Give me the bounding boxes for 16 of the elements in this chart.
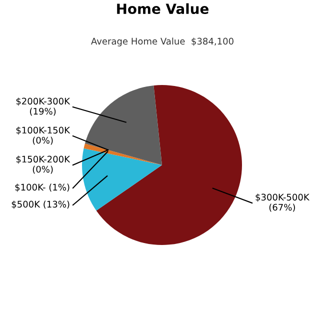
slice-label: $100K- (1%) <box>15 184 70 192</box>
pie-slice <box>96 85 242 245</box>
slice-label: $200K-300K <box>16 98 70 106</box>
text: (0%) <box>32 136 53 145</box>
data-label: (19%) <box>30 108 56 116</box>
category-label: $100K-150K <box>16 126 70 135</box>
pie-slice <box>84 143 162 165</box>
slice-label: $500K (13%) <box>12 200 70 209</box>
chart-title: Home Value <box>117 3 208 14</box>
legend-label: $150K-200K <box>16 156 70 164</box>
data-label: (67%) <box>269 204 295 212</box>
pie-slice <box>82 148 162 211</box>
pie-slice <box>84 85 162 165</box>
text: (0%) <box>32 166 53 174</box>
slice-label: $300K-500K <box>256 194 310 202</box>
chart-subtitle: Average Home Value $384,100 <box>91 38 234 46</box>
